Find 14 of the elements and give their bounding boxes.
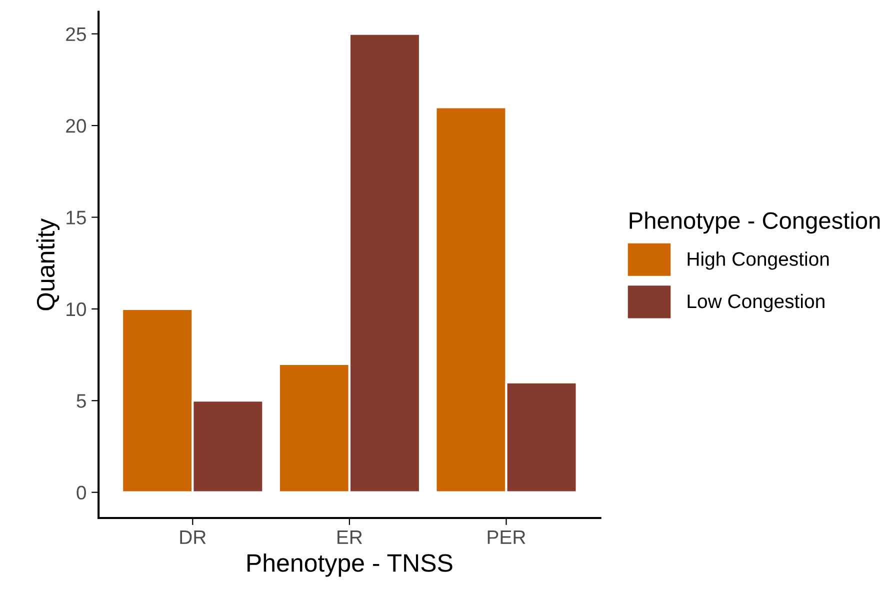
y-tick-label: 5 [76,394,86,408]
x-tick-label: ER [338,530,362,544]
x-tick-label: PER [488,530,526,544]
y-tick-label: 15 [66,210,86,224]
legend-label: High Congestion [688,252,829,270]
y-tick-label: 0 [76,486,86,500]
y-axis-title: Quantity [36,218,60,310]
legend-title: Phenotype - Congestion [630,212,880,234]
y-tick-label: 20 [66,119,86,133]
y-tick-label: 10 [66,302,86,316]
x-tick-label: DR [180,530,206,544]
y-tick-label: 25 [66,27,86,42]
legend-label: Low Congestion [688,294,824,312]
x-axis-title: Phenotype - TNSS [247,553,452,577]
